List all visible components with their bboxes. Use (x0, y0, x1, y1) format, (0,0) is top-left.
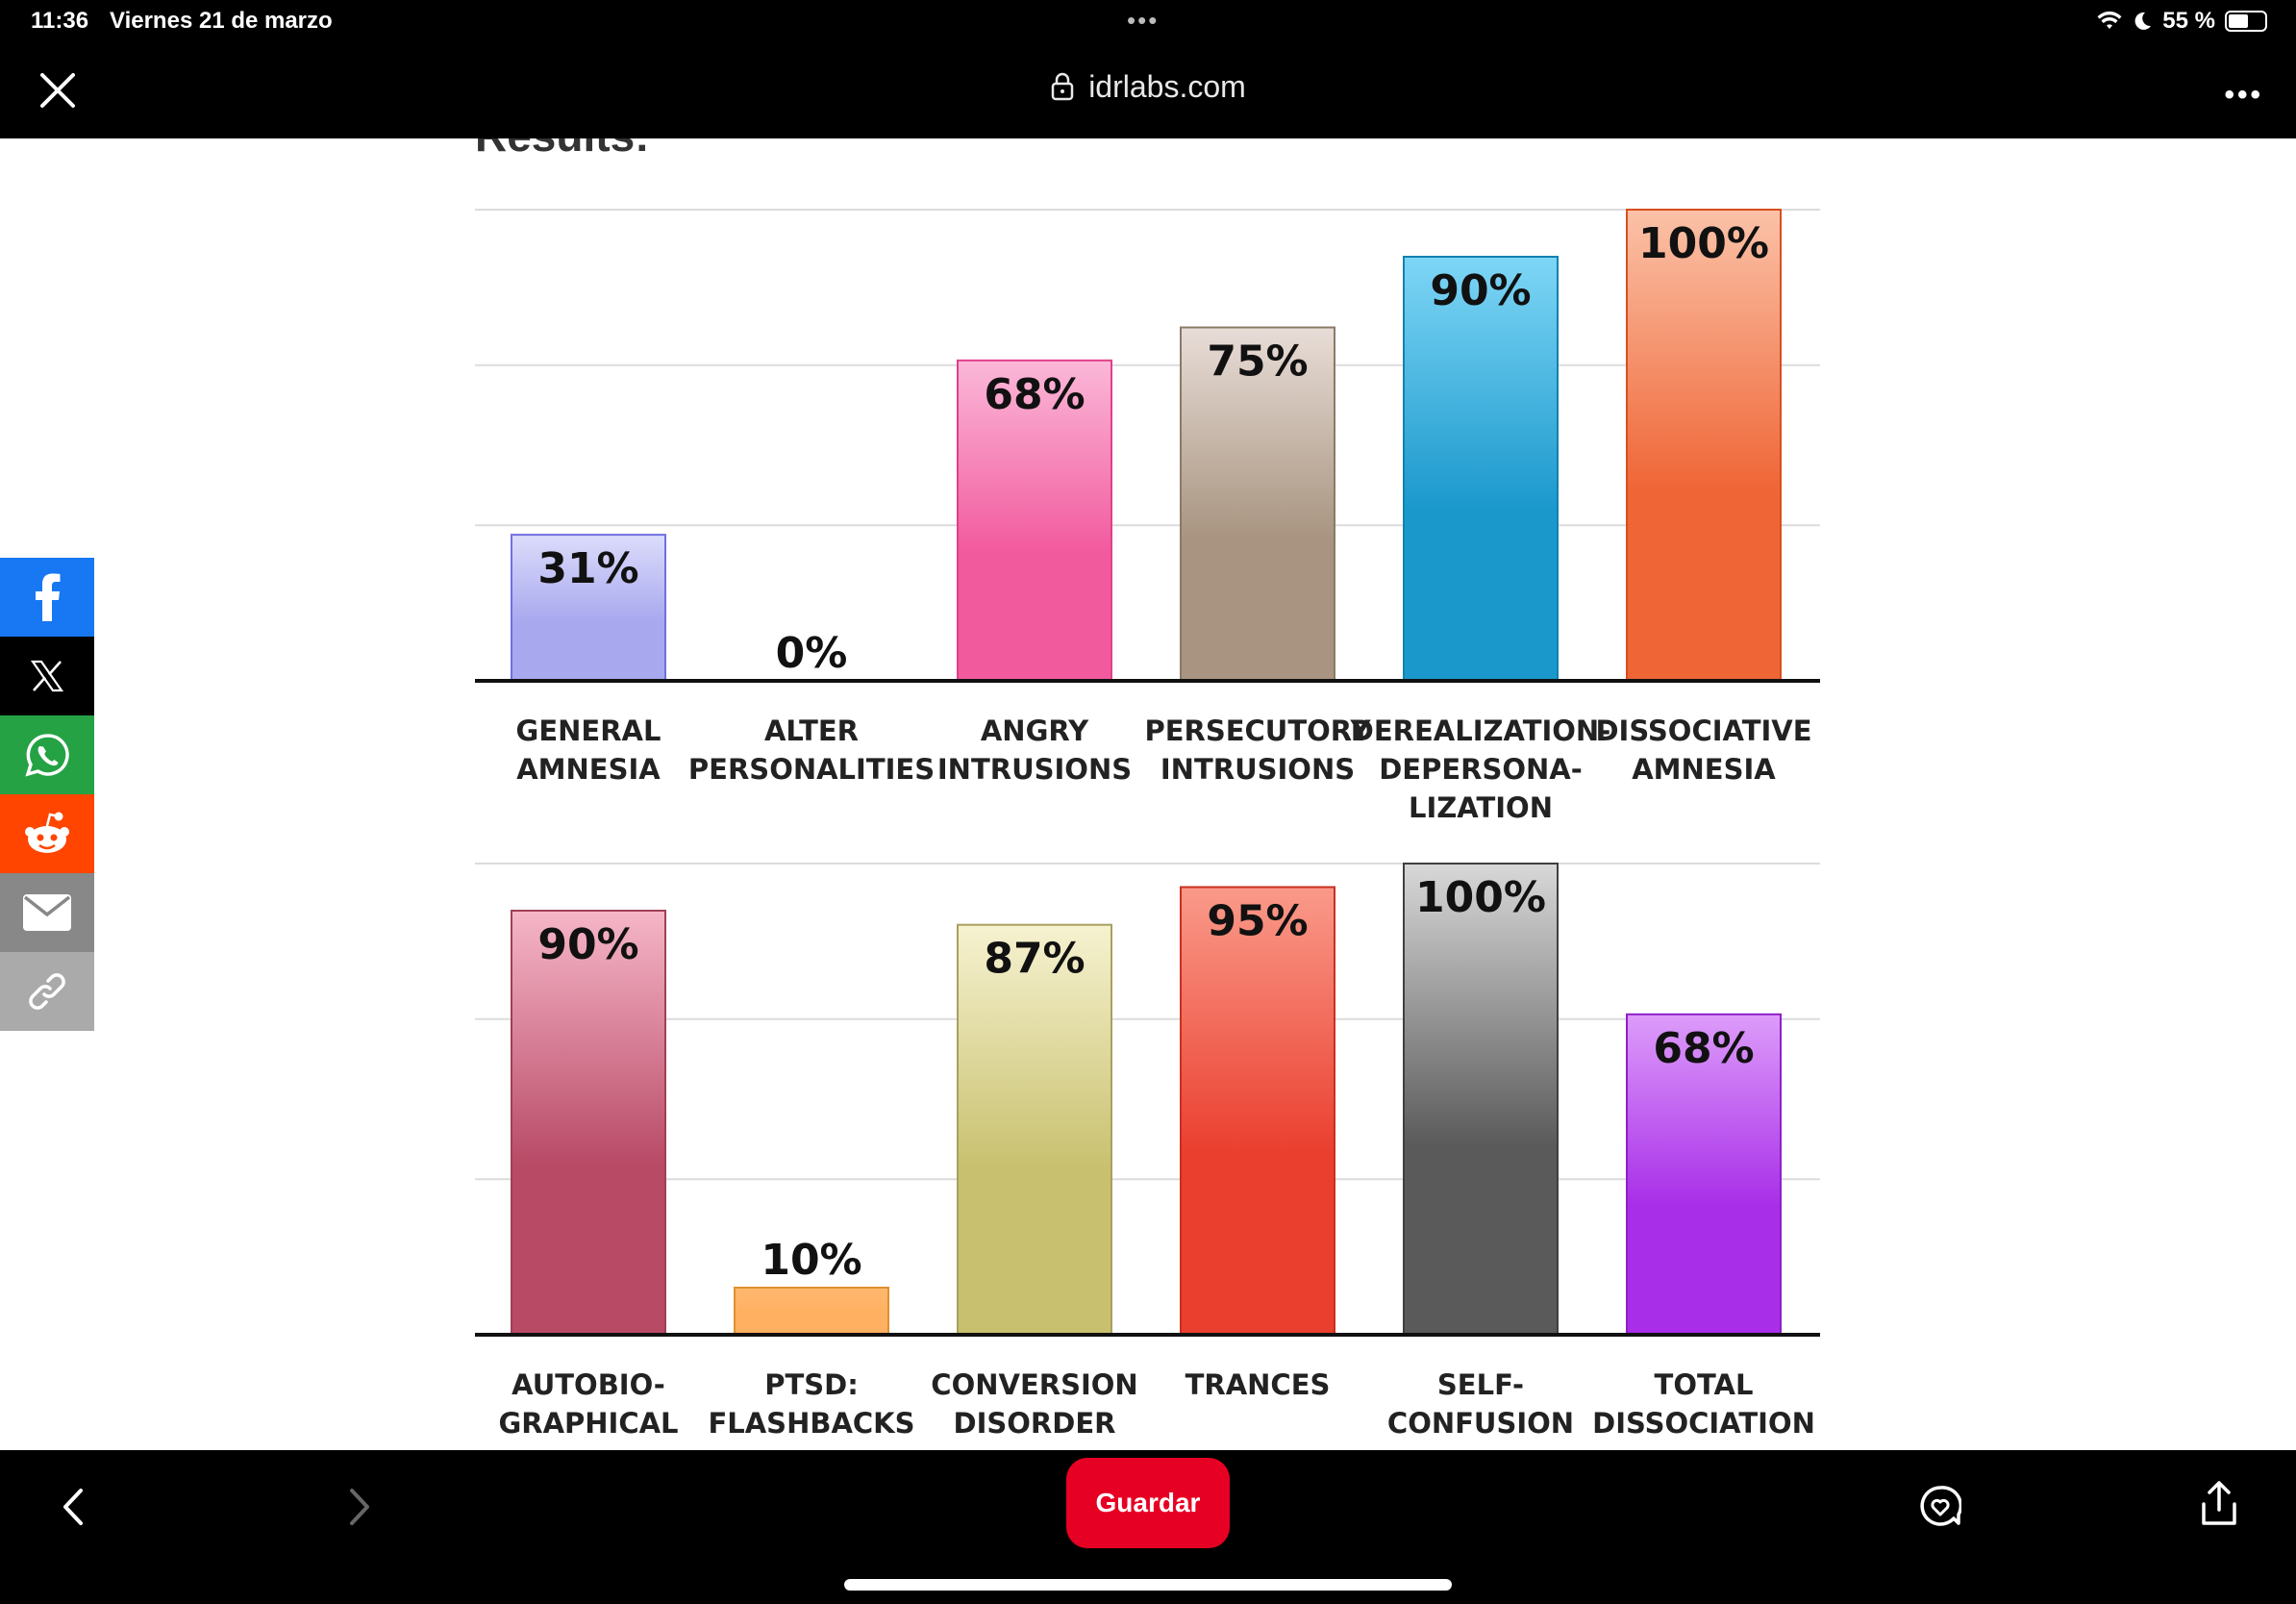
facebook-share-button[interactable] (0, 558, 94, 637)
moon-icon (2134, 12, 2152, 30)
bar (1180, 886, 1335, 1336)
bar-value-label: 100% (1415, 873, 1546, 922)
category-label: TOTAL (1655, 1368, 1754, 1401)
link-icon (29, 973, 65, 1010)
bar (957, 923, 1112, 1336)
battery-icon (2225, 11, 2267, 32)
status-time: 11:36 (31, 8, 89, 34)
category-label: AUTOBIO- (512, 1368, 665, 1401)
status-indicators: 55 % (2097, 8, 2267, 35)
reddit-icon (25, 812, 69, 853)
category-label: TRANCES (1185, 1368, 1331, 1401)
category-label: DISSOCIATIVE (1595, 714, 1811, 747)
category-label: PERSECUTORY (1144, 714, 1371, 747)
bar (511, 534, 666, 682)
lock-icon (1051, 72, 1074, 101)
category-label: DEREALIZATION- (1351, 714, 1611, 747)
category-label: ANGRY (981, 714, 1089, 747)
x-share-button[interactable] (0, 637, 94, 715)
category-label: PERSONALITIES (688, 753, 935, 786)
bar-value-label: 95% (1207, 897, 1308, 946)
category-label: PTSD: (764, 1368, 859, 1401)
bar-value-label: 68% (1653, 1024, 1754, 1073)
bar-value-label: 87% (984, 935, 1085, 984)
bar-value-label: 90% (537, 920, 638, 969)
facebook-icon (36, 573, 61, 621)
bar (1626, 209, 1782, 682)
bar (1626, 1013, 1782, 1336)
url-display[interactable]: idrlabs.com (0, 69, 2296, 105)
close-icon[interactable] (33, 65, 83, 115)
category-label: GENERAL (516, 714, 661, 747)
bar (957, 359, 1112, 683)
x-icon (31, 660, 63, 692)
url-text: idrlabs.com (1088, 69, 1246, 104)
save-button[interactable]: Guardar (1066, 1458, 1230, 1548)
category-label: AMNESIA (516, 753, 661, 786)
whatsapp-icon (25, 734, 69, 777)
category-label: DISORDER (954, 1407, 1116, 1440)
email-share-button[interactable] (0, 873, 94, 952)
more-options-icon[interactable]: ••• (2224, 79, 2263, 111)
category-label: INTRUSIONS (937, 753, 1132, 786)
bar (1403, 863, 1559, 1336)
bar-value-label: 10% (761, 1236, 861, 1285)
web-content: Results: 31% GENERAL AMNESIA 0% ALTER PERSONA… (0, 138, 2296, 1450)
status-bar: 11:36 Viernes 21 de marzo ••• 55 % (0, 0, 2296, 46)
browser-toolbar: idrlabs.com ••• (0, 46, 2296, 138)
back-arrow-icon[interactable] (56, 1483, 94, 1531)
category-label: SELF- (1437, 1368, 1524, 1401)
category-label: LIZATION (1409, 791, 1553, 824)
home-indicator[interactable] (844, 1579, 1452, 1591)
copy-link-button[interactable] (0, 952, 94, 1031)
share-sidebar (0, 558, 94, 1031)
multitasking-dots-icon[interactable]: ••• (1127, 6, 1160, 35)
bar-value-label: 0% (776, 629, 848, 678)
category-label: INTRUSIONS (1160, 753, 1355, 786)
bottom-toolbar: Guardar (0, 1450, 2296, 1604)
bar (1403, 256, 1559, 682)
whatsapp-share-button[interactable] (0, 715, 94, 794)
bar-value-label: 68% (984, 370, 1085, 419)
reddit-share-button[interactable] (0, 794, 94, 873)
forward-arrow-icon[interactable] (338, 1483, 377, 1531)
bar-value-label: 75% (1207, 338, 1308, 387)
bar-value-label: 31% (537, 544, 638, 593)
category-label: FLASHBACKS (708, 1407, 914, 1440)
chat-heart-icon[interactable] (1919, 1485, 1961, 1527)
wifi-icon (2097, 12, 2122, 29)
results-charts: 31% GENERAL AMNESIA 0% ALTER PERSONALITIES 68%… (475, 209, 1820, 1440)
bar-value-label: 90% (1430, 266, 1531, 315)
battery-percent: 55 % (2162, 8, 2215, 34)
category-label: CONFUSION (1387, 1407, 1574, 1440)
page-heading: Results: (475, 138, 649, 162)
category-label: DISSOCIATION (1592, 1407, 1815, 1440)
share-icon[interactable] (2198, 1479, 2240, 1527)
bar (511, 910, 666, 1336)
status-date: Viernes 21 de marzo (110, 8, 333, 34)
bar-value-label: 100% (1638, 219, 1769, 268)
category-label: DEPERSONA- (1379, 753, 1583, 786)
bar (1180, 326, 1335, 682)
bar (734, 1287, 889, 1336)
category-label: AMNESIA (1632, 753, 1776, 786)
email-icon (23, 894, 71, 931)
category-label: ALTER (764, 714, 859, 747)
category-label: GRAPHICAL (498, 1407, 678, 1440)
category-label: CONVERSION (931, 1368, 1137, 1401)
